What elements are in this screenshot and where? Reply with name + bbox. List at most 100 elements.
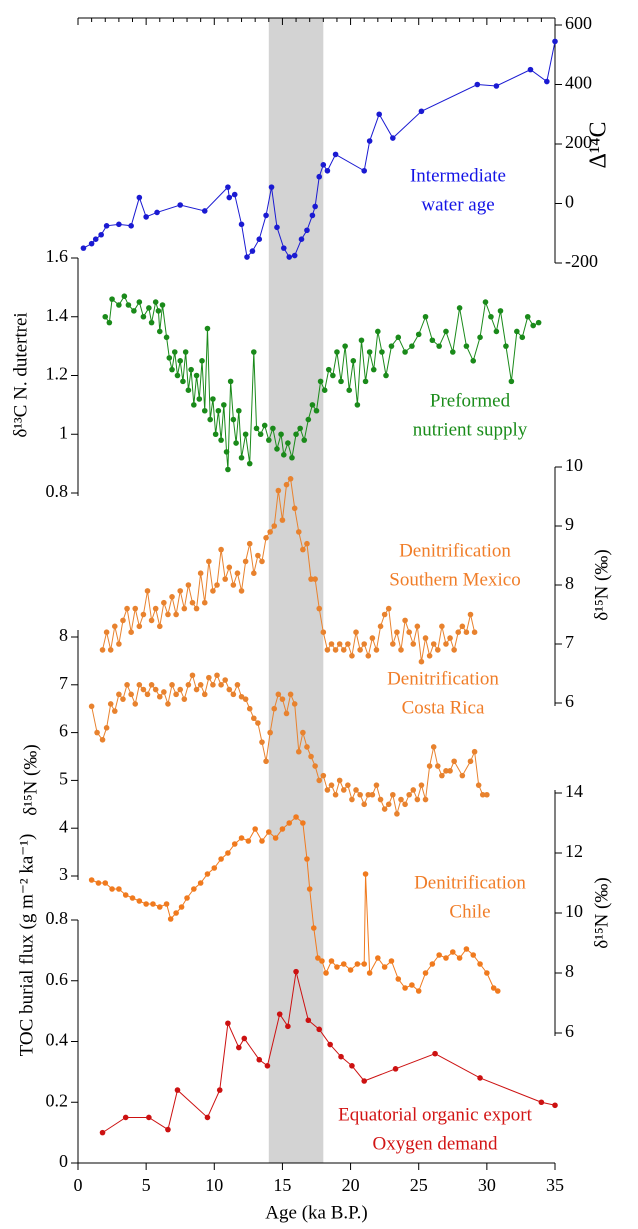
data-point: [289, 454, 295, 461]
data-point: [415, 331, 422, 338]
data-point: [211, 865, 218, 871]
data-point: [238, 693, 245, 700]
data-point: [102, 880, 109, 886]
data-point: [365, 653, 372, 659]
data-point: [99, 647, 106, 653]
data-point: [301, 437, 308, 443]
data-point: [171, 349, 178, 355]
data-point: [129, 895, 136, 901]
data-point: [406, 629, 412, 635]
data-point: [323, 970, 329, 976]
data-point: [216, 1087, 223, 1093]
data-point: [136, 898, 143, 904]
data-point: [167, 916, 174, 922]
data-point: [488, 313, 494, 320]
data-point: [201, 599, 208, 606]
data-point: [426, 653, 433, 659]
data-point: [324, 787, 331, 793]
data-point: [99, 736, 106, 743]
data-point: [266, 829, 272, 835]
data-point: [477, 334, 483, 341]
data-point: [251, 349, 257, 355]
data-point: [398, 796, 404, 803]
y-tick-label: 1: [59, 422, 68, 442]
data-point: [159, 302, 166, 308]
data-point: [222, 677, 228, 683]
data-point: [174, 1087, 181, 1093]
data-point: [103, 725, 110, 731]
data-point: [394, 629, 400, 635]
data-point: [191, 402, 197, 408]
data-point: [309, 212, 316, 219]
annotation: Intermediate: [410, 165, 506, 186]
data-point: [383, 372, 389, 379]
data-point: [174, 372, 181, 379]
data-point: [300, 546, 306, 553]
data-point: [163, 334, 170, 341]
y-tick-label: 6: [565, 1021, 574, 1041]
data-point: [449, 949, 456, 955]
data-point: [398, 647, 404, 653]
data-point: [366, 138, 373, 144]
data-point: [279, 696, 286, 702]
data-point: [272, 835, 279, 841]
data-point: [312, 203, 318, 210]
data-point: [324, 647, 331, 653]
data-point: [283, 710, 290, 717]
data-point: [230, 416, 237, 423]
data-point: [204, 1114, 211, 1121]
data-point: [144, 691, 151, 698]
data-point: [334, 964, 340, 970]
data-point: [280, 452, 287, 458]
data-point: [304, 227, 310, 234]
data-point: [319, 958, 325, 964]
data-point: [255, 720, 261, 726]
data-point: [310, 925, 317, 931]
data-point: [482, 299, 489, 305]
background: [268, 18, 324, 1163]
data-point: [402, 617, 408, 624]
y-axis-label: δ¹⁵N (‰): [591, 549, 612, 620]
data-point: [320, 162, 327, 168]
data-point: [471, 748, 478, 755]
data-point: [140, 686, 147, 693]
data-point: [201, 208, 208, 214]
y-tick-label: 7: [565, 632, 574, 652]
data-point: [315, 955, 321, 961]
data-point: [366, 349, 373, 355]
data-point: [249, 248, 256, 254]
data-point: [276, 1011, 283, 1017]
data-point: [434, 647, 441, 653]
data-point: [354, 961, 361, 967]
data-point: [218, 856, 224, 862]
data-point: [214, 582, 220, 588]
data-point: [99, 1129, 106, 1136]
data-point: [377, 623, 384, 630]
annotation: Preformed: [430, 390, 511, 411]
y-tick-label: 200: [565, 132, 592, 152]
data-point: [225, 1020, 231, 1027]
data-point: [98, 231, 104, 238]
data-point: [493, 83, 500, 89]
data-point: [181, 605, 188, 612]
data-point: [298, 236, 305, 242]
data-point: [346, 387, 353, 393]
data-point: [279, 517, 286, 523]
y-tick-label: 0.2: [46, 1090, 69, 1110]
data-point: [193, 686, 200, 693]
data-point: [313, 407, 320, 414]
data-point: [246, 705, 253, 712]
data-point: [218, 437, 224, 443]
data-point: [392, 1066, 399, 1072]
data-point: [120, 696, 126, 702]
data-point: [328, 958, 335, 964]
y-tick-label: 6: [59, 721, 68, 741]
data-point: [236, 1044, 242, 1051]
data-point: [242, 696, 249, 702]
data-point: [467, 758, 474, 765]
data-point: [238, 835, 245, 841]
data-point: [325, 366, 332, 373]
data-point: [332, 647, 339, 653]
y-tick-label: 0.4: [46, 1030, 69, 1050]
data-point: [275, 691, 282, 698]
